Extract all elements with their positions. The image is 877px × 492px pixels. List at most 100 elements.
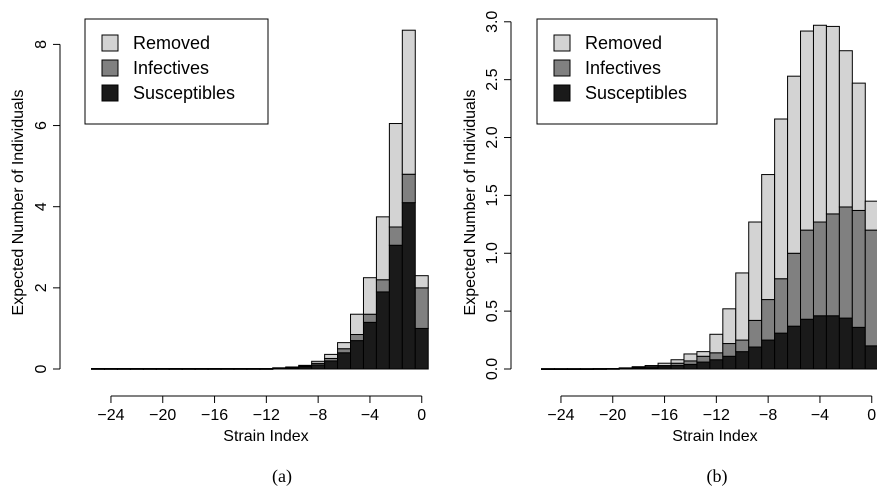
bar-infectives--4	[812, 221, 827, 317]
bar-infectives--4	[362, 313, 377, 323]
bar-removed--19	[618, 367, 633, 369]
x-axis-label: Strain Index	[223, 428, 308, 445]
x-tick-label: −16	[651, 407, 678, 424]
bar-removed--19	[168, 368, 183, 370]
bar-removed--12	[259, 368, 274, 370]
bar-removed--10	[735, 272, 750, 341]
y-tick-label: 1.0	[484, 242, 501, 264]
bar-infectives--11	[722, 343, 737, 357]
bar-susceptibles--6	[787, 325, 802, 370]
bar-susceptibles--8	[761, 339, 776, 370]
bar-removed--13	[246, 368, 261, 370]
x-tick-label: −16	[201, 407, 228, 424]
bar-removed--5	[350, 313, 364, 336]
x-tick-label: −4	[361, 407, 379, 424]
bar-susceptibles--10	[735, 351, 750, 370]
bar-removed--16	[207, 368, 222, 370]
bars-group	[91, 29, 429, 370]
bar-infectives--1	[851, 209, 866, 328]
bar-infectives--2	[838, 206, 853, 319]
legend-swatch-susceptibles	[553, 84, 571, 102]
bar-infectives--6	[787, 252, 802, 327]
bar-removed--1	[851, 82, 866, 211]
bar-susceptibles-0	[414, 327, 429, 370]
bar-removed-0	[864, 200, 877, 231]
bar-removed-0	[414, 275, 429, 289]
bar-susceptibles--12	[709, 359, 724, 370]
bar-removed--14	[683, 353, 698, 362]
bar-removed--15	[220, 368, 235, 370]
bar-removed--22	[129, 368, 144, 370]
bar-susceptibles--7	[324, 360, 339, 370]
bar-removed--12	[709, 333, 724, 354]
bar-removed--16	[657, 362, 672, 367]
bar-infectives--2	[388, 226, 403, 246]
y-tick-label: 0	[33, 364, 50, 373]
bar-infectives--3	[375, 279, 390, 293]
legend-label-infectives: Infectives	[585, 58, 661, 78]
bar-infectives-0	[864, 229, 877, 347]
y-tick-label: 0.5	[484, 300, 501, 322]
legend-swatch-susceptibles	[101, 84, 119, 102]
y-axis-label: Expected Number of Individuals	[10, 90, 27, 316]
bar-removed--11	[272, 367, 287, 369]
bar-removed--17	[644, 365, 659, 368]
y-tick-label: 1.5	[484, 184, 501, 206]
panel-b: 0.0 0.5 1.0 1.5 2.0 2.5 3.0 −24 −20 −16 −12 −8 −4 0 St…	[462, 11, 877, 487]
bar-removed--21	[592, 368, 607, 370]
bar-susceptibles--5	[800, 318, 814, 370]
x-tick-label: −12	[703, 407, 730, 424]
x-tick-label: −12	[253, 407, 280, 424]
x-tick-label: 0	[417, 407, 426, 424]
bar-removed--11	[722, 308, 737, 345]
x-tick-label: −8	[759, 407, 777, 424]
legend-swatch-infectives	[101, 59, 119, 77]
bar-removed--15	[670, 359, 685, 364]
legend: Removed Infectives Susceptibles	[84, 18, 269, 125]
y-tick-label: 0.0	[484, 358, 501, 380]
bar-susceptibles--1	[851, 326, 866, 370]
bar-susceptibles--1	[401, 202, 416, 370]
bar-removed--6	[337, 342, 352, 350]
bar-infectives--5	[350, 334, 364, 342]
panel-caption: (b)	[707, 466, 728, 487]
bar-infectives--9	[748, 319, 763, 348]
bar-removed--21	[142, 368, 157, 370]
bar-removed--6	[787, 75, 802, 254]
bar-removed--25	[541, 368, 555, 370]
x-tick-label: −20	[599, 407, 626, 424]
bar-susceptibles--3	[375, 291, 390, 370]
y-tick-label: 4	[33, 202, 50, 211]
bar-susceptibles--2	[388, 244, 403, 370]
bar-removed--24	[103, 368, 118, 370]
bar-removed--3	[825, 25, 840, 215]
bar-removed--2	[838, 50, 853, 208]
y-tick-label: 6	[33, 121, 50, 130]
bar-susceptibles--8	[311, 364, 326, 370]
bar-susceptibles--2	[838, 317, 853, 370]
bar-removed--20	[605, 368, 620, 370]
bar-susceptibles-0	[864, 345, 877, 370]
bar-infectives--6	[337, 348, 352, 354]
bar-removed--9	[298, 364, 313, 367]
y-tick-label: 3.0	[484, 11, 501, 33]
x-tick-label: −8	[309, 407, 327, 424]
bar-removed--13	[696, 351, 711, 357]
bar-infectives--12	[709, 352, 724, 361]
bar-removed--5	[800, 30, 814, 231]
y-tick-label: 8	[33, 40, 50, 49]
bar-infectives--7	[774, 278, 789, 334]
bar-removed--9	[748, 221, 763, 321]
bar-removed--20	[155, 368, 170, 370]
x-axis-label: Strain Index	[672, 428, 757, 445]
bar-infectives--8	[761, 299, 776, 341]
bar-removed--10	[285, 366, 300, 369]
legend-label-infectives: Infectives	[133, 58, 209, 78]
bar-susceptibles--5	[350, 340, 364, 370]
legend-label-removed: Removed	[133, 33, 210, 53]
bar-removed--23	[566, 368, 581, 370]
y-tick-label: 2.5	[484, 68, 501, 90]
bar-susceptibles--3	[825, 315, 840, 370]
bar-infectives--1	[401, 173, 416, 204]
